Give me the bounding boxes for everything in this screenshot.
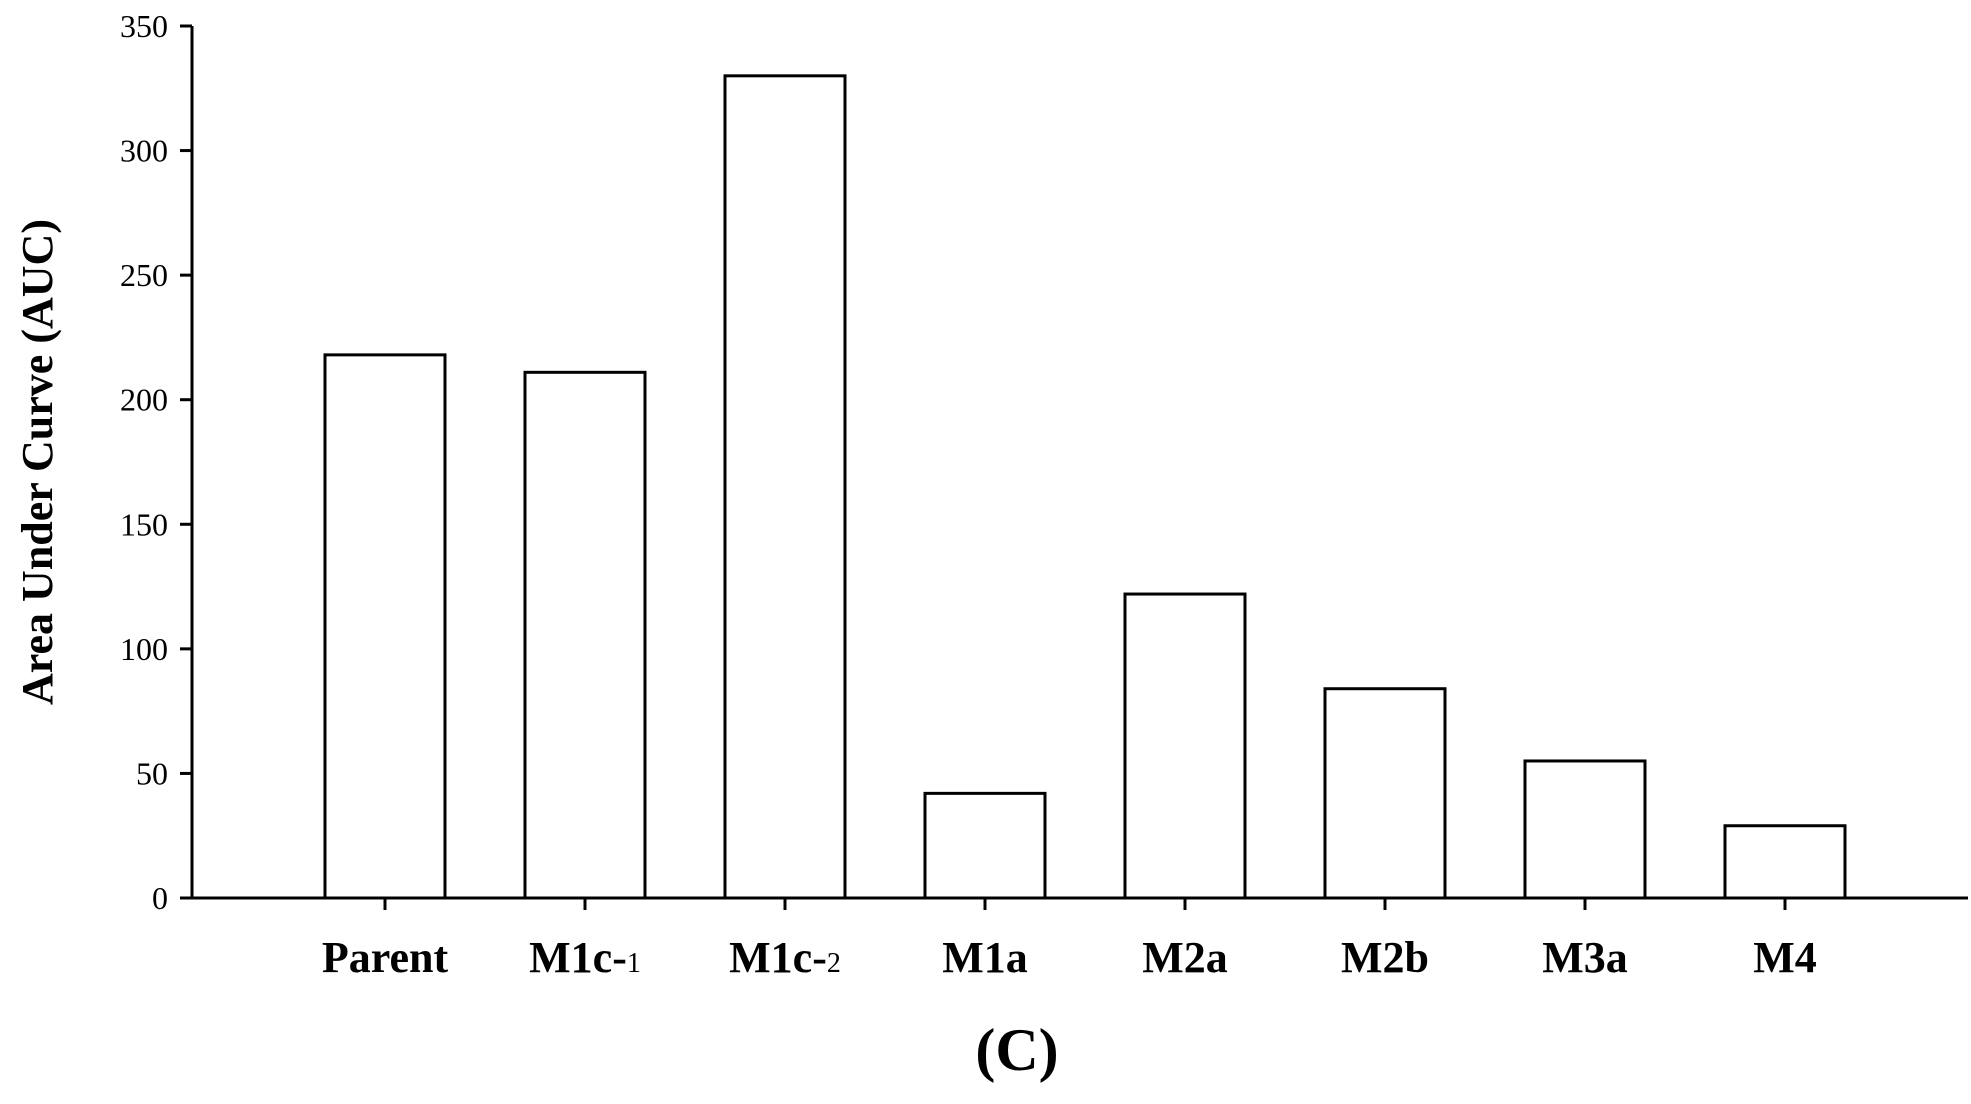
y-tick-label: 350 [120,8,168,44]
bar-m4 [1723,824,1847,900]
y-tick-label: 50 [136,755,168,791]
y-tick-label: 150 [120,506,168,542]
bar-m1c-2 [723,74,847,900]
x-category-label: Parent [322,933,449,982]
y-axis-title: Area Under Curve (AUC) [13,219,62,705]
bars-layer [323,74,1847,900]
ticks-layer [180,24,1787,910]
bar-parent [323,353,447,900]
x-category-label: M1c-1 [529,933,641,982]
x-category-label: M2b [1341,933,1429,982]
x-category-label: M2a [1142,933,1228,982]
y-tick-label: 200 [120,382,168,418]
bar-m2a [1123,592,1247,900]
labels-layer: 0 50 100 150 200 250 300 350 Parent M1c-1 M1c-2 M1a… [120,8,1817,982]
panel-label: (C) [975,1017,1058,1083]
y-tick-label: 0 [152,880,168,916]
bar-m3a [1523,759,1647,900]
x-category-label: M1c-2 [729,933,841,982]
x-category-label: M3a [1542,933,1628,982]
x-category-label: M4 [1753,933,1817,982]
bar-m2b [1323,687,1447,900]
y-tick-label: 250 [120,257,168,293]
y-tick-label: 300 [120,133,168,169]
bar-m1c-1 [523,370,647,900]
y-tick-label: 100 [120,631,168,667]
axes-layer [190,26,1968,900]
bar-m1a [923,791,1047,900]
x-category-label: M1a [942,933,1028,982]
